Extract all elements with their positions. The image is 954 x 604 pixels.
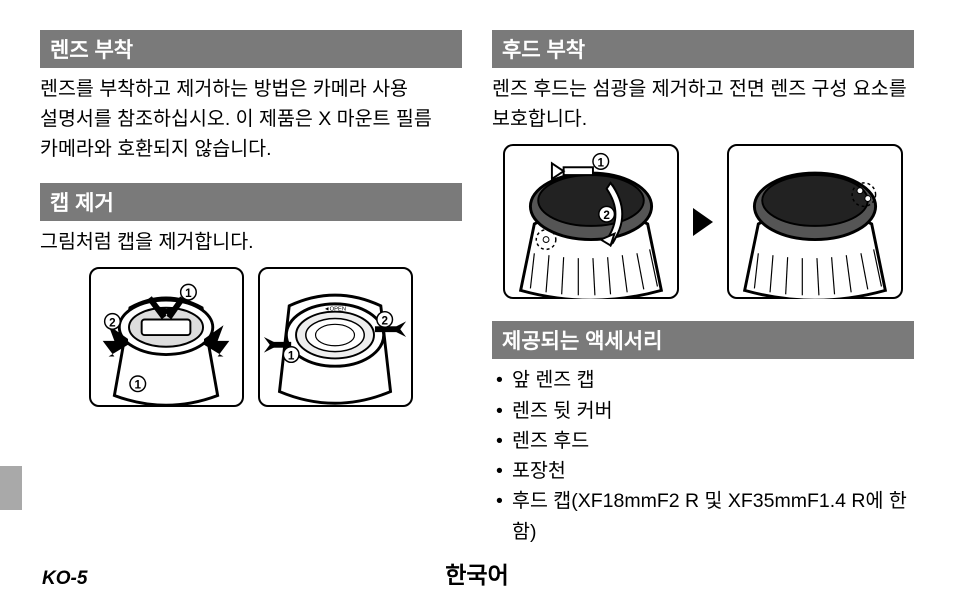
list-item: 포장천 [496, 456, 914, 486]
list-item: 렌즈 후드 [496, 426, 914, 456]
list-item: 렌즈 뒷 커버 [496, 396, 914, 426]
hood-step1-svg: 1 2 [505, 144, 677, 299]
body-text-lens-attach: 렌즈를 부착하고 제거하는 방법은 카메라 사용 설명서를 참조하십시오. 이 … [40, 74, 462, 165]
page-number: KO-5 [0, 568, 87, 590]
page-content: 렌즈 부착 렌즈를 부착하고 제거하는 방법은 카메라 사용 설명서를 참조하십… [0, 0, 954, 547]
language-label: 한국어 [445, 556, 508, 590]
diagram-hood-step1: 1 2 [503, 144, 679, 299]
section-header-lens-attach: 렌즈 부착 [40, 30, 462, 68]
page-footer: KO-5 한국어 [0, 568, 954, 590]
hood-step2-svg [729, 144, 901, 299]
svg-text:2: 2 [603, 209, 610, 222]
section-header-hood-attach: 후드 부착 [492, 30, 914, 68]
section-header-cap-remove: 캡 제거 [40, 183, 462, 221]
list-item: 후드 캡(XF18mmF2 R 및 XF35mmF1.4 R에 한함) [496, 486, 914, 546]
cap-remove-diagrams: 1 2 1 ◄OPEN [40, 267, 462, 407]
svg-text:2: 2 [381, 314, 388, 327]
hood-attach-diagrams: 1 2 [492, 144, 914, 299]
right-column: 후드 부착 렌즈 후드는 섬광을 제거하고 전면 렌즈 구성 요소를 보호합니다… [492, 30, 914, 547]
diagram-rear-cap: ◄OPEN 1 2 [258, 267, 413, 407]
side-tab [0, 466, 22, 510]
svg-text:◄OPEN: ◄OPEN [324, 307, 346, 313]
arrow-right-icon [693, 208, 713, 236]
diagram-front-cap: 1 2 1 [89, 267, 244, 407]
accessories-list: 앞 렌즈 캡 렌즈 뒷 커버 렌즈 후드 포장천 후드 캡(XF18mmF2 R… [492, 365, 914, 546]
left-column: 렌즈 부착 렌즈를 부착하고 제거하는 방법은 카메라 사용 설명서를 참조하십… [40, 30, 462, 547]
body-text-cap-remove: 그림처럼 캡을 제거합니다. [40, 227, 462, 257]
svg-text:1: 1 [135, 379, 142, 392]
svg-text:2: 2 [109, 316, 116, 329]
body-text-hood-attach: 렌즈 후드는 섬광을 제거하고 전면 렌즈 구성 요소를 보호합니다. [492, 74, 914, 134]
svg-text:1: 1 [185, 287, 192, 300]
rear-cap-svg: ◄OPEN 1 2 [260, 267, 411, 407]
diagram-hood-step2 [727, 144, 903, 299]
front-cap-svg: 1 2 1 [91, 267, 242, 407]
section-header-accessories: 제공되는 액세서리 [492, 321, 914, 359]
svg-text:1: 1 [598, 157, 605, 170]
list-item: 앞 렌즈 캡 [496, 365, 914, 395]
svg-text:1: 1 [288, 349, 295, 362]
